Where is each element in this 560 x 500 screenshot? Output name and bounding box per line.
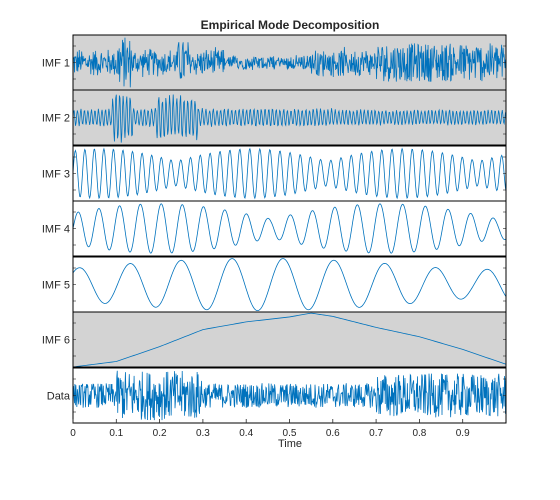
panel-label: IMF 1 — [42, 58, 70, 70]
x-tick-label: 0.4 — [239, 428, 253, 439]
panel-imf-4: IMF 4 — [42, 200, 507, 257]
panel-frame — [72, 311, 507, 368]
panel-imf-2: IMF 2 — [42, 89, 507, 146]
x-axis-label: Time — [278, 438, 302, 450]
panel-label: IMF 2 — [42, 113, 70, 125]
x-tick-label: 0.1 — [109, 428, 123, 439]
panel-background — [73, 312, 506, 367]
panel-label: Data — [47, 391, 71, 403]
chart-title: Empirical Mode Decomposition — [201, 18, 380, 32]
panel-background — [73, 257, 506, 312]
panel-imf-5: IMF 5 — [42, 256, 507, 313]
panel-label: IMF 5 — [42, 280, 70, 292]
panel-imf-3: IMF 3 — [42, 145, 507, 202]
panel-label: IMF 3 — [42, 169, 70, 181]
x-axis: 0 0.1 0.2 0.3 0.4 0.5 0.6 0.7 0.8 0.9 — [70, 419, 470, 439]
panel-imf-1: IMF 1 — [42, 34, 507, 91]
series-line — [72, 203, 507, 254]
x-tick-label: 0.9 — [456, 428, 470, 439]
panel-frame — [72, 200, 507, 257]
x-tick-label: 0.5 — [283, 428, 297, 439]
panel-data: Data — [47, 367, 507, 424]
panels-layer: IMF 1 IMF 2 IMF 3 IMF 4 IMF 5 IMF 6 Data — [42, 34, 507, 424]
panel-label: IMF 6 — [42, 335, 70, 347]
x-tick-label: 0.2 — [153, 428, 167, 439]
series-line — [72, 370, 507, 421]
series-line — [72, 258, 507, 312]
x-tick-label: 0.7 — [369, 428, 383, 439]
x-tick-label: 0 — [70, 428, 76, 439]
panel-imf-6: IMF 6 — [42, 311, 507, 368]
panel-frame — [72, 89, 507, 146]
series-line — [72, 94, 507, 143]
x-tick-label: 0.6 — [326, 428, 340, 439]
series-line — [72, 37, 507, 88]
series-line — [72, 147, 507, 200]
series-line — [72, 312, 507, 368]
panel-label: IMF 4 — [42, 224, 70, 236]
x-tick-label: 0.3 — [196, 428, 210, 439]
x-tick-label: 0.8 — [412, 428, 426, 439]
